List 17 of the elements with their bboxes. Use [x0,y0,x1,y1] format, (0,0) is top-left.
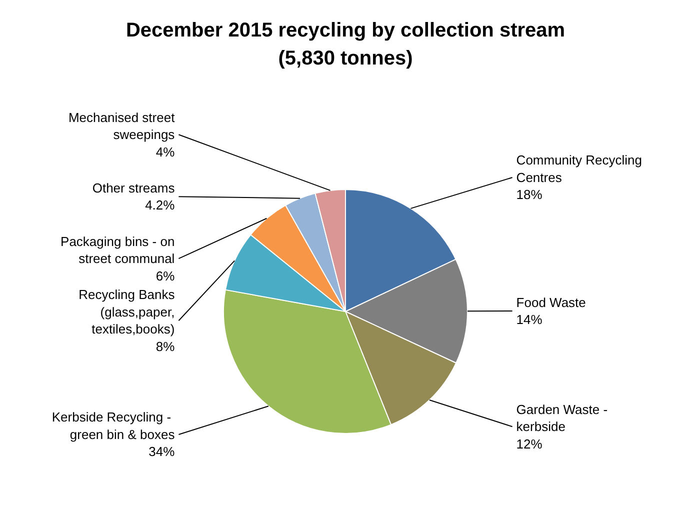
slice-label: Packaging bins - on street communal [60,234,175,266]
slice-label: Other streams [92,180,176,196]
data-label: 18% [516,187,543,202]
data-label: 4% [156,144,176,160]
data-label: 34% [148,444,176,460]
slice-label: Mechanised street sweepings [68,110,176,142]
slice-label: Community Recycling Centres [516,152,642,185]
slice-label: Kerbside Recycling - green bin & boxes [52,410,176,442]
data-label: 4.2% [145,198,176,213]
data-label: 14% [516,312,543,328]
chart-title: December 2015 recycling by collection stream (5,830 tonnes) [126,20,566,70]
slice-label: Food Waste [516,294,586,310]
data-label: 12% [516,436,543,452]
data-label: 6% [156,268,176,284]
slice-label: Recycling Banks (glass,paper, textiles,books) [78,287,176,337]
slice-label: Garden Waste - kerbside [516,402,608,434]
data-label: 8% [156,338,176,354]
